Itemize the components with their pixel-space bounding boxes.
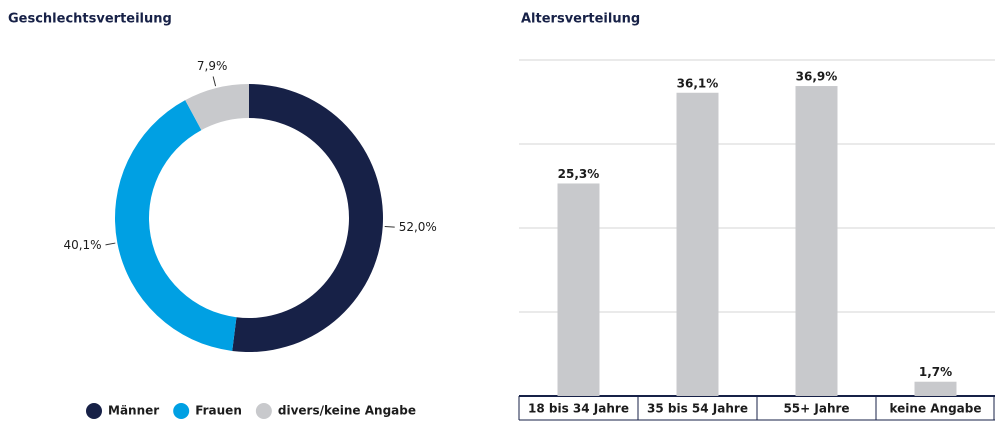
x-tick-label: 55+ Jahre (783, 402, 849, 416)
donut-segment (185, 84, 249, 131)
data-label: 7,9% (197, 59, 228, 73)
legend-label: Frauen (195, 404, 242, 418)
data-label: 36,9% (796, 70, 838, 84)
data-label: 40,1% (63, 238, 101, 252)
leader-line (212, 76, 217, 87)
bar (914, 381, 957, 396)
legend-label: Männer (108, 404, 159, 418)
data-label: 1,7% (919, 365, 952, 379)
bar (795, 86, 838, 396)
leader-line (105, 242, 116, 246)
legend-label: divers/keine Angabe (278, 404, 416, 418)
x-tick-label: 18 bis 34 Jahre (528, 402, 629, 416)
data-label: 52,0% (399, 220, 437, 234)
data-label: 36,1% (677, 76, 719, 90)
donut-segment (115, 100, 237, 351)
x-tick-label: keine Angabe (889, 402, 981, 416)
leader-line (384, 226, 395, 228)
x-tick-label: 35 bis 54 Jahre (647, 402, 748, 416)
legend-marker (86, 403, 102, 419)
donut-segment (232, 84, 384, 352)
bar (557, 183, 600, 396)
legend-marker (255, 403, 272, 419)
chart-title: Geschlechtsverteilung (8, 12, 172, 27)
legend-marker (173, 403, 190, 419)
bar (676, 92, 719, 396)
data-label: 25,3% (558, 167, 600, 181)
chart-title: Altersverteilung (521, 12, 640, 27)
